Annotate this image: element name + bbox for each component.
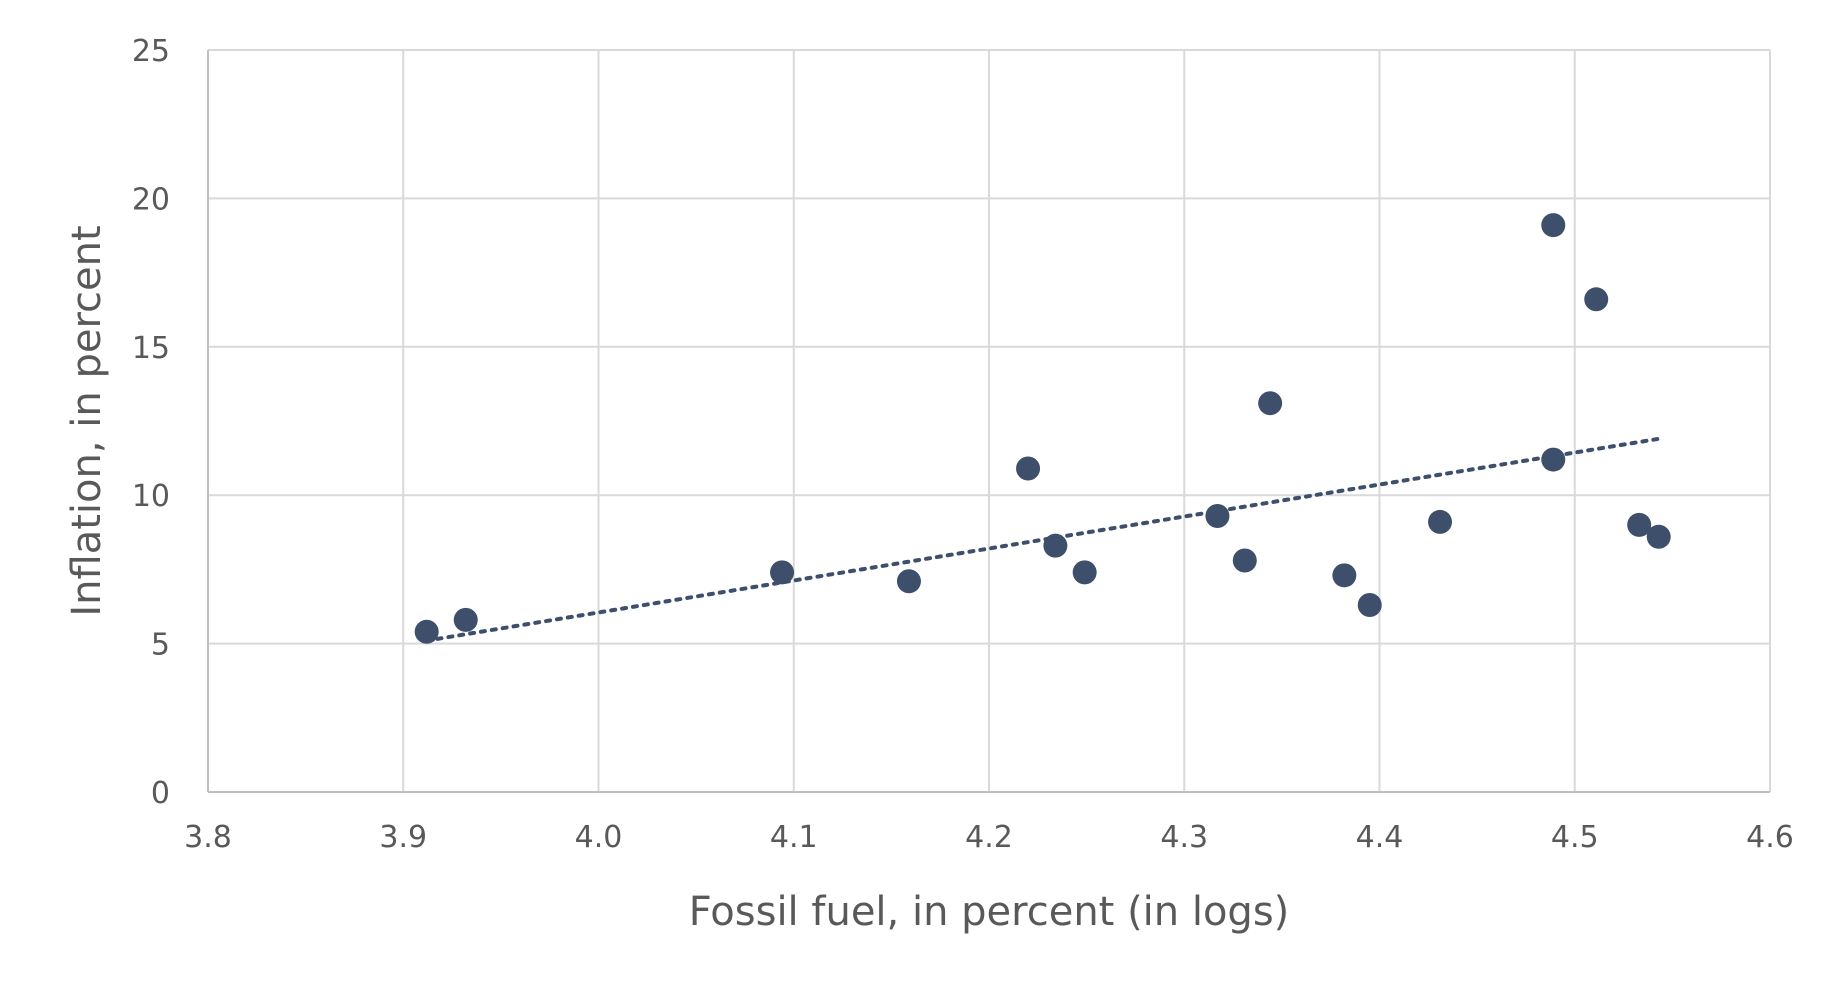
data-point [1541, 447, 1566, 472]
data-point [1232, 548, 1257, 573]
data-point [1205, 503, 1230, 528]
gridlines [208, 49, 1771, 792]
y-tick-label: 10 [132, 479, 170, 514]
x-tick-label: 4.3 [1160, 820, 1208, 855]
x-tick-label: 3.9 [379, 820, 427, 855]
tick-labels: 0 5 10 15 20 25 3.8 3.9 4.0 4.1 4.2 4.3 4.4 4.5 4.6 [132, 34, 1794, 855]
data-point [1332, 563, 1357, 588]
data-point [1258, 391, 1283, 416]
data-point [770, 560, 795, 585]
data-point [1072, 560, 1097, 585]
x-tick-label: 4.0 [575, 820, 623, 855]
x-tick-label: 4.1 [770, 820, 818, 855]
data-point [1357, 593, 1382, 618]
data-point [896, 569, 921, 594]
x-tick-label: 4.6 [1746, 820, 1794, 855]
data-point [414, 619, 439, 644]
trendline-layer [424, 436, 1661, 643]
x-tick-label: 3.8 [184, 820, 232, 855]
y-tick-label: 0 [151, 776, 170, 811]
y-tick-label: 5 [151, 628, 170, 663]
trendline [424, 436, 1661, 643]
data-point [1043, 533, 1068, 558]
data-point [453, 607, 478, 632]
data-point [1016, 456, 1041, 481]
axes [207, 50, 1770, 793]
x-axis-title: Fossil fuel, in percent (in logs) [689, 889, 1290, 935]
data-point [1541, 213, 1566, 238]
data-point [1627, 512, 1652, 537]
x-tick-label: 4.2 [965, 820, 1013, 855]
data-point [1428, 509, 1453, 534]
x-tick-label: 4.5 [1551, 820, 1599, 855]
y-tick-label: 20 [132, 182, 170, 217]
data-point [1646, 524, 1671, 549]
x-tick-label: 4.4 [1356, 820, 1404, 855]
data-points [414, 213, 1671, 644]
data-point [1584, 287, 1609, 312]
y-tick-label: 25 [132, 34, 170, 69]
y-tick-label: 15 [132, 331, 170, 366]
y-axis-title: Inflation, in percent [64, 225, 110, 616]
